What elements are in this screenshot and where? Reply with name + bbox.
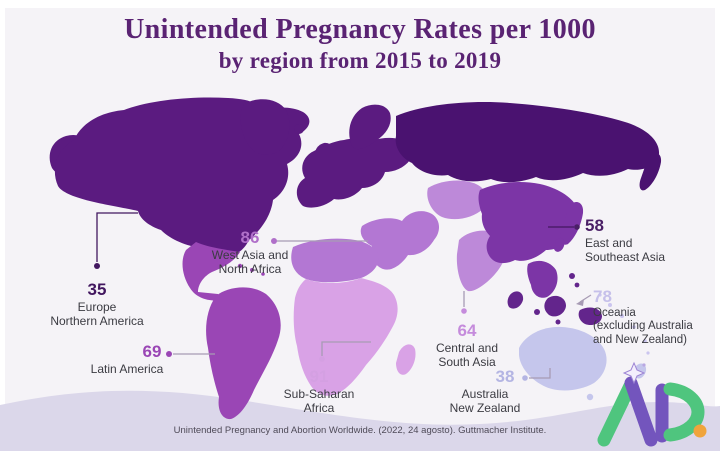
region-value: 64 bbox=[457, 321, 477, 340]
map-region-scandinavia bbox=[349, 104, 391, 150]
region-name-line: Southeast Asia bbox=[585, 250, 666, 265]
region-name-line: South Asia bbox=[438, 355, 496, 370]
region-name-line: Oceania bbox=[593, 306, 636, 319]
region-value: 58 bbox=[585, 216, 604, 235]
region-label-west-asia-nafrica: 86 West Asia and North Africa bbox=[185, 228, 315, 277]
map-region-korea bbox=[554, 238, 565, 252]
map-region-papua-new-guinea bbox=[578, 307, 602, 326]
page-title: Unintended Pregnancy Rates per 1000 bbox=[124, 14, 596, 45]
map-region-oceania-island bbox=[632, 325, 636, 329]
map-region-oceania-island bbox=[608, 303, 612, 307]
map-region-china-east-asia bbox=[478, 182, 581, 264]
region-label-sub-saharan-africa: 91 Sub-Saharan Africa bbox=[273, 367, 365, 416]
map-region-sumatra bbox=[507, 291, 524, 309]
leader-dot-central-south-asia bbox=[461, 308, 467, 314]
region-name-line: Central and bbox=[435, 340, 499, 355]
map-region-west-asia bbox=[360, 211, 440, 270]
map-region-kamchatka bbox=[639, 153, 662, 191]
region-name-line: Europe bbox=[77, 299, 117, 314]
region-value: 38 bbox=[495, 367, 515, 386]
map-region-madagascar bbox=[396, 344, 416, 375]
page-subtitle: by region from 2015 to 2019 bbox=[218, 48, 502, 74]
region-value: 35 bbox=[87, 280, 107, 299]
map-region-caribbean bbox=[261, 272, 265, 276]
region-label-europe-na: 35 Europe Northern America bbox=[27, 280, 167, 329]
leader-arrowhead-oceania bbox=[576, 299, 584, 306]
map-region-java bbox=[534, 309, 540, 315]
region-name-line: West Asia and bbox=[211, 247, 289, 262]
map-region-caribbean bbox=[250, 268, 254, 272]
region-name-line: Africa bbox=[303, 401, 335, 416]
wave-band bbox=[0, 390, 720, 451]
map-region-borneo bbox=[544, 295, 566, 317]
region-label-australia-nz: 38 Australia New Zealand bbox=[446, 367, 524, 416]
map-region-south-america bbox=[206, 287, 281, 420]
map-region-se-asia-mainland bbox=[527, 260, 558, 298]
leader-line-sub-saharan-africa bbox=[321, 341, 371, 356]
source-citation: Unintended Pregnancy and Abortion Worldw… bbox=[173, 425, 547, 436]
region-name-line: Northern America bbox=[50, 314, 144, 329]
map-region-australia bbox=[519, 326, 607, 391]
map-region-japan bbox=[560, 202, 584, 245]
region-name-line: (excluding Australia bbox=[593, 320, 693, 333]
leader-dot-east-se-asia bbox=[574, 224, 580, 230]
region-name-line: Sub-Saharan bbox=[283, 386, 355, 401]
map-region-oceania-island bbox=[646, 351, 650, 355]
region-name-line: New Zealand bbox=[449, 401, 521, 416]
map-region-greenland bbox=[240, 99, 290, 155]
map-region-mexico-central-america bbox=[182, 242, 240, 301]
region-name-line: North Africa bbox=[218, 262, 282, 277]
map-region-new-zealand bbox=[625, 377, 637, 391]
region-name-line: Australia bbox=[461, 386, 509, 401]
region-value: 86 bbox=[240, 228, 260, 247]
leader-dot-australia-nz bbox=[522, 375, 528, 381]
region-label-latin-america: 69 Latin America bbox=[87, 342, 167, 376]
leader-line-australia-nz bbox=[529, 368, 551, 379]
map-region-oceania-island bbox=[598, 293, 602, 297]
map-region-new-zealand bbox=[635, 363, 647, 379]
leader-dot-west-asia-nafrica bbox=[271, 238, 277, 244]
map-region-sulawesi bbox=[555, 319, 561, 325]
map-region-central-asia bbox=[427, 180, 487, 220]
map-region-philippines bbox=[574, 282, 580, 288]
region-label-east-se-asia: 58 East and Southeast Asia bbox=[585, 216, 695, 265]
region-name-line: East and bbox=[585, 235, 633, 250]
leader-dot-europe-na bbox=[94, 263, 100, 269]
leader-dot-latin-america bbox=[166, 351, 172, 357]
region-value: 78 bbox=[593, 287, 612, 306]
map-region-europe bbox=[296, 137, 413, 208]
map-region-oceania-island bbox=[643, 339, 647, 343]
map-region-tasmania bbox=[586, 393, 594, 401]
title-block: Unintended Pregnancy Rates per 1000 by r… bbox=[0, 14, 720, 76]
map-region-north-africa bbox=[291, 238, 379, 283]
map-region-iceland bbox=[294, 124, 304, 134]
region-value: 69 bbox=[142, 342, 162, 361]
leader-dot-sub-saharan-africa bbox=[319, 356, 325, 362]
region-label-central-south-asia: 64 Central and South Asia bbox=[422, 321, 512, 370]
leader-line-europe-na bbox=[96, 212, 138, 262]
region-value: 91 bbox=[309, 367, 329, 386]
region-label-oceania: 78 Oceania (excluding Australia and New … bbox=[593, 287, 715, 348]
region-name-line: and New Zealand) bbox=[593, 334, 687, 347]
map-region-philippines bbox=[569, 273, 575, 279]
region-name-line: Latin America bbox=[90, 361, 164, 376]
map-region-caribbean bbox=[237, 263, 243, 269]
map-region-oceania-island bbox=[620, 314, 624, 318]
map-region-russia bbox=[395, 102, 660, 183]
map-region-sub-saharan-africa bbox=[293, 278, 398, 396]
